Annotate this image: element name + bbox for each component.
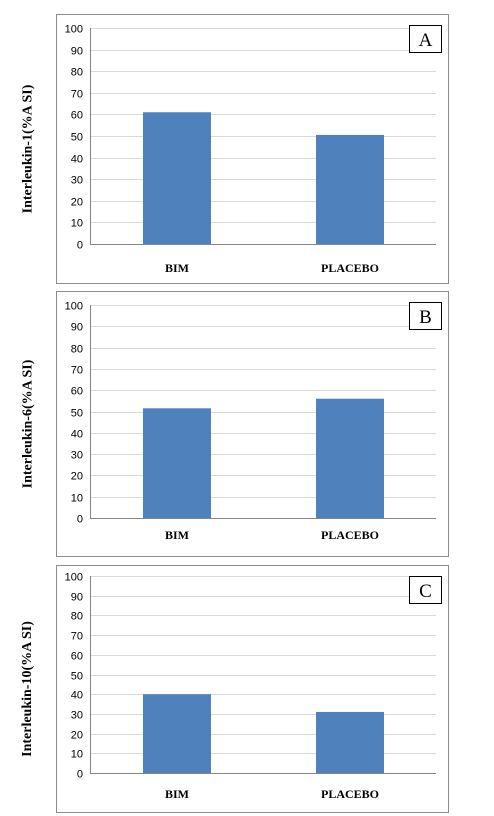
ytick-label-a: 20 bbox=[71, 197, 83, 209]
ytick-label-a: 70 bbox=[71, 89, 83, 101]
ytick-label-c: 60 bbox=[71, 651, 83, 663]
ylabel-text-panel-c: Interleukin-10(%A SI) bbox=[20, 621, 36, 757]
ylabel-text-panel-b: Interleukin-6(%A SI) bbox=[20, 359, 36, 489]
category-label-c: BIM bbox=[165, 787, 189, 801]
ytick-label-a: 40 bbox=[71, 154, 83, 166]
ytick-label-c: 10 bbox=[71, 749, 83, 761]
bar-a-placebo bbox=[316, 134, 384, 244]
bar-c-bim bbox=[143, 694, 211, 773]
ytick-label-a: 50 bbox=[71, 132, 83, 144]
panel-tag-box-a bbox=[409, 25, 442, 53]
ytick-label-a: 60 bbox=[71, 110, 83, 122]
bar-b-bim bbox=[143, 408, 211, 518]
ytick-label-c: 80 bbox=[71, 611, 83, 623]
category-label-b: BIM bbox=[165, 528, 189, 542]
bar-a-bim bbox=[143, 112, 211, 245]
panel-frame-a bbox=[56, 14, 449, 284]
ytick-label-a: 90 bbox=[71, 46, 83, 58]
chart-panel-b: 0 10 20 30 40 50 60 70 80 90 100 BIM PLACEBO B bbox=[56, 291, 449, 557]
ytick-label-c: 40 bbox=[71, 690, 83, 702]
ytick-label-c: 50 bbox=[71, 671, 83, 683]
panel-tag-a: A bbox=[419, 30, 433, 51]
ytick-label-a: 30 bbox=[71, 175, 83, 187]
ytick-label-c: 30 bbox=[71, 710, 83, 722]
ytick-label-b: 80 bbox=[71, 344, 83, 356]
ytick-label-c: 100 bbox=[65, 572, 83, 584]
ytick-label-c: 90 bbox=[71, 592, 83, 604]
panel-tag-box-b bbox=[409, 302, 442, 330]
panel-tag-b: B bbox=[419, 307, 432, 328]
ylabel-panel-b: Interleukin-6(%A SI) bbox=[0, 291, 56, 557]
ytick-label-a: 80 bbox=[71, 67, 83, 79]
ytick-label-c: 20 bbox=[71, 730, 83, 742]
category-label-a: BIM bbox=[165, 261, 189, 275]
ylabel-text-panel-a: Interleukin-1(%A SI) bbox=[20, 84, 36, 214]
ytick-label-b: 60 bbox=[71, 386, 83, 398]
ytick-label-c: 70 bbox=[71, 631, 83, 643]
panel-frame-c bbox=[56, 565, 449, 813]
bar-b-placebo bbox=[316, 398, 384, 518]
category-label-a: PLACEBO bbox=[321, 261, 379, 275]
ytick-label-b: 0 bbox=[77, 514, 83, 526]
ytick-label-b: 70 bbox=[71, 365, 83, 377]
ytick-label-b: 10 bbox=[71, 493, 83, 505]
ytick-label-b: 50 bbox=[71, 408, 83, 420]
ytick-label-b: 90 bbox=[71, 322, 83, 334]
ytick-label-b: 20 bbox=[71, 471, 83, 483]
category-label-b: PLACEBO bbox=[321, 528, 379, 542]
ytick-label-a: 10 bbox=[71, 218, 83, 230]
category-label-c: PLACEBO bbox=[321, 787, 379, 801]
ytick-label-a: 0 bbox=[77, 240, 83, 252]
ytick-label-b: 30 bbox=[71, 450, 83, 462]
panel-tag-box-c bbox=[409, 576, 442, 604]
chart-panel-c: 0 10 20 30 40 50 60 70 80 90 100 BIM PLACEBO C bbox=[56, 565, 449, 813]
ytick-label-c: 0 bbox=[77, 769, 83, 781]
panel-tag-c: C bbox=[419, 581, 432, 602]
ylabel-panel-a: Interleukin-1(%A SI) bbox=[0, 14, 56, 284]
ytick-label-a: 100 bbox=[65, 24, 83, 36]
ylabel-panel-c: Interleukin-10(%A SI) bbox=[0, 565, 56, 813]
ytick-label-b: 40 bbox=[71, 429, 83, 441]
ytick-label-b: 100 bbox=[65, 301, 83, 313]
bar-c-placebo bbox=[316, 711, 384, 773]
panel-frame-b bbox=[56, 291, 449, 557]
chart-panel-a: 0 10 20 30 40 50 60 70 80 90 100 BIM PLACEBO A bbox=[56, 14, 449, 284]
